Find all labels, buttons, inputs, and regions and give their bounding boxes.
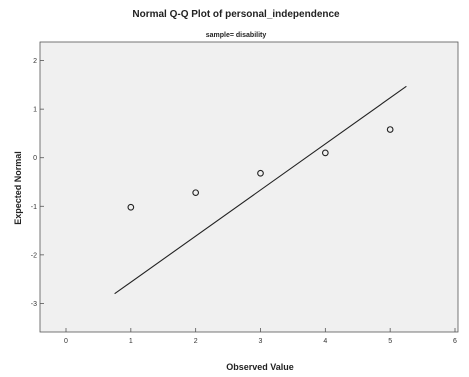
x-tick-label: 4: [323, 338, 327, 345]
x-tick-label: 1: [129, 338, 133, 345]
x-axis: 0 1 2 3 4 5 6: [64, 328, 457, 345]
y-tick-label: -2: [31, 252, 37, 259]
y-tick-label: 2: [33, 58, 37, 65]
y-axis: 2 1 0 -1 -2 -3: [31, 58, 44, 308]
data-point: [192, 189, 200, 197]
x-tick-label: 0: [64, 338, 68, 345]
x-axis-label: Observed Value: [226, 362, 294, 372]
data-point: [321, 149, 329, 157]
y-axis-label: Expected Normal: [13, 151, 23, 225]
x-tick-label: 3: [259, 338, 263, 345]
x-tick-label: 2: [194, 338, 198, 345]
y-tick-label: 0: [33, 155, 37, 162]
x-tick-label: 6: [453, 338, 457, 345]
chart-subtitle: sample= disability: [206, 32, 267, 39]
reference-line: [114, 85, 407, 295]
data-point: [127, 203, 135, 211]
plot-area: [39, 41, 459, 333]
data-point: [257, 169, 264, 177]
y-tick-label: -1: [31, 204, 37, 211]
x-tick-label: 5: [388, 338, 392, 345]
chart-title: Normal Q-Q Plot of personal_independence: [132, 9, 340, 20]
reference-line-group: [114, 85, 407, 295]
data-point: [386, 126, 394, 133]
y-tick-label: -3: [31, 301, 37, 308]
y-tick-label: 1: [33, 107, 37, 114]
data-points: [127, 126, 394, 211]
